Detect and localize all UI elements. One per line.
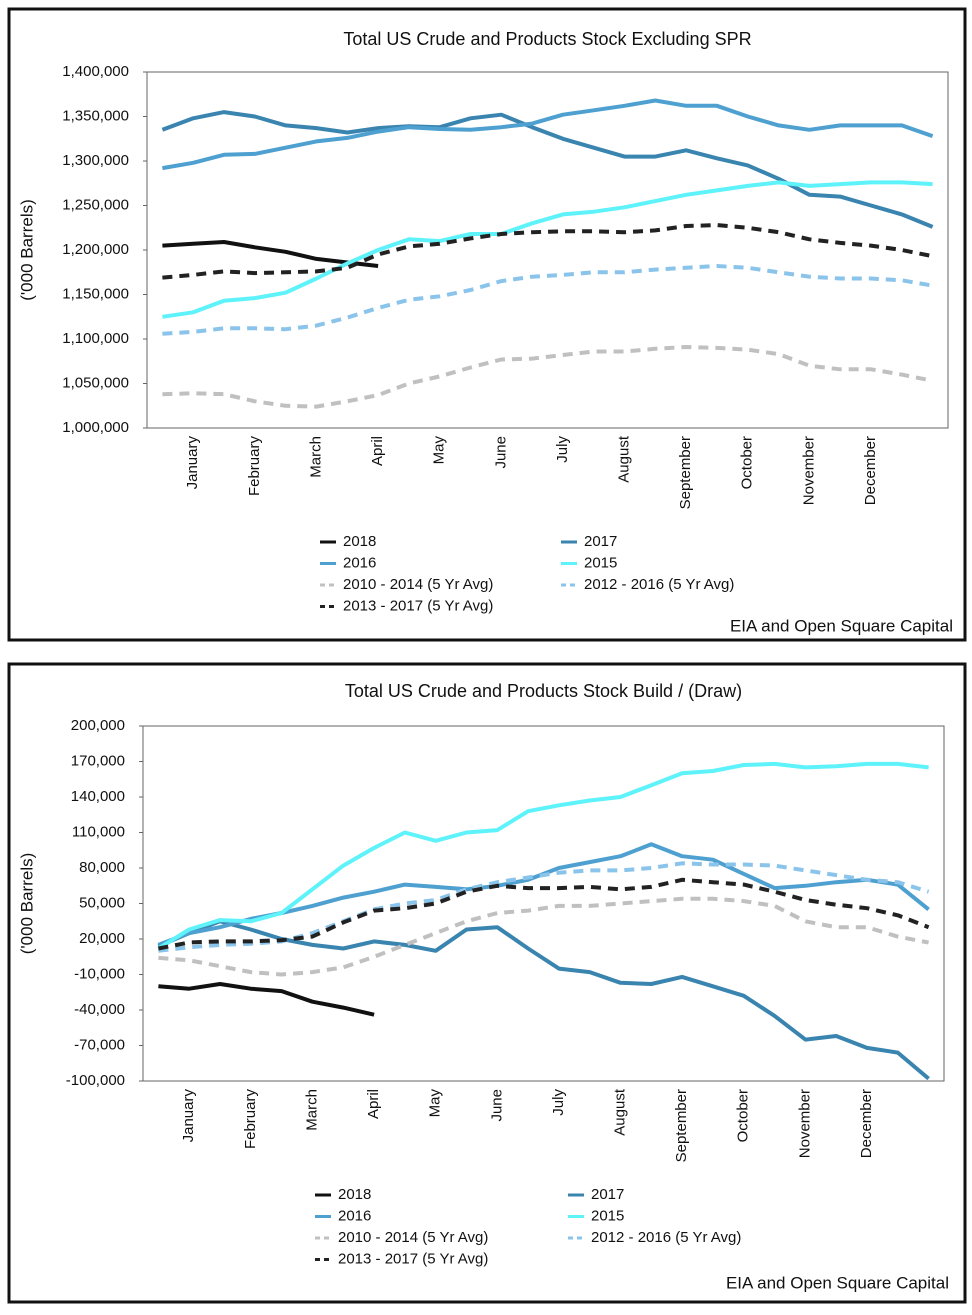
y-tick-label: 200,000	[71, 717, 125, 734]
y-tick-label: 1,250,000	[62, 196, 129, 213]
x-tick-label: May	[427, 1089, 444, 1118]
y-tick-label: 1,350,000	[62, 107, 129, 124]
series-line	[158, 982, 375, 1017]
x-tick-label: August	[611, 1088, 628, 1136]
y-tick-label: 1,400,000	[62, 63, 129, 80]
series-line	[162, 345, 933, 409]
legend-label: 2013 - 2017 (5 Yr Avg)	[343, 597, 493, 614]
source-note: EIA and Open Square Capital	[726, 1273, 949, 1292]
x-tick-label: June	[492, 436, 509, 469]
x-tick-label: April	[365, 1089, 382, 1119]
source-note: EIA and Open Square Capital	[730, 616, 953, 635]
x-tick-label: March	[303, 1089, 320, 1131]
x-tick-label: December	[858, 1089, 875, 1158]
x-tick-label: September	[673, 1089, 690, 1162]
legend-label: 2010 - 2014 (5 Yr Avg)	[338, 1229, 488, 1246]
x-tick-label: October	[739, 436, 756, 489]
chart-frame	[7, 662, 967, 1304]
y-axis-label: ('000 Barrels)	[17, 853, 36, 955]
legend-label: 2018	[343, 533, 376, 550]
y-tick-label: 80,000	[79, 859, 125, 876]
series-line	[158, 896, 929, 977]
chart-frame	[7, 7, 967, 642]
y-tick-label: -40,000	[74, 1001, 125, 1018]
legend-label: 2015	[584, 554, 617, 571]
x-tick-label: April	[369, 436, 386, 466]
y-tick-label: 1,000,000	[62, 419, 129, 436]
series-line	[162, 98, 934, 171]
x-tick-label: June	[488, 1089, 505, 1122]
y-tick-label: -10,000	[74, 965, 125, 982]
y-tick-label: 20,000	[79, 930, 125, 947]
x-tick-label: January	[184, 436, 201, 490]
y-tick-label: 1,150,000	[62, 285, 129, 302]
legend-label: 2017	[591, 1186, 624, 1203]
series-line	[162, 264, 933, 336]
legend-label: 2015	[591, 1207, 624, 1224]
x-tick-label: September	[677, 436, 694, 509]
x-tick-label: August	[615, 435, 632, 483]
chart-title: Total US Crude and Products Stock Exclud…	[343, 29, 751, 49]
legend-label: 2013 - 2017 (5 Yr Avg)	[338, 1250, 488, 1267]
y-tick-label: 1,050,000	[62, 374, 129, 391]
x-tick-label: December	[862, 436, 879, 505]
x-tick-label: January	[180, 1089, 197, 1143]
series-line	[157, 761, 929, 951]
y-tick-label: 110,000	[72, 823, 125, 840]
series-line	[158, 877, 930, 951]
y-tick-label: 1,100,000	[62, 330, 129, 347]
x-tick-label: July	[554, 436, 571, 463]
legend-label: 2016	[338, 1207, 371, 1224]
y-tick-label: -100,000	[66, 1072, 125, 1089]
y-tick-label: -70,000	[74, 1036, 125, 1053]
y-tick-label: 170,000	[71, 752, 125, 769]
chart-title: Total US Crude and Products Stock Build …	[345, 681, 742, 701]
legend-label: 2016	[343, 554, 376, 571]
y-tick-label: 1,300,000	[62, 152, 129, 169]
series-line	[162, 180, 933, 319]
y-tick-label: 50,000	[79, 894, 125, 911]
y-tick-label: 140,000	[71, 788, 125, 805]
legend-label: 2012 - 2016 (5 Yr Avg)	[584, 576, 734, 593]
legend-label: 2017	[584, 533, 617, 550]
legend-label: 2018	[338, 1186, 371, 1203]
series-line	[162, 223, 933, 280]
y-tick-label: 1,200,000	[62, 241, 129, 258]
x-tick-label: May	[431, 436, 448, 465]
x-tick-label: July	[550, 1089, 567, 1116]
x-tick-label: November	[796, 1089, 813, 1158]
x-tick-label: November	[800, 436, 817, 505]
x-tick-label: February	[246, 436, 263, 497]
x-tick-label: March	[307, 436, 324, 478]
legend-label: 2012 - 2016 (5 Yr Avg)	[591, 1229, 741, 1246]
series-line	[161, 110, 934, 229]
series-line	[162, 240, 379, 268]
x-tick-label: October	[735, 1089, 752, 1142]
legend-label: 2010 - 2014 (5 Yr Avg)	[343, 576, 493, 593]
y-axis-label: ('000 Barrels)	[17, 199, 36, 301]
x-tick-label: February	[242, 1089, 259, 1150]
